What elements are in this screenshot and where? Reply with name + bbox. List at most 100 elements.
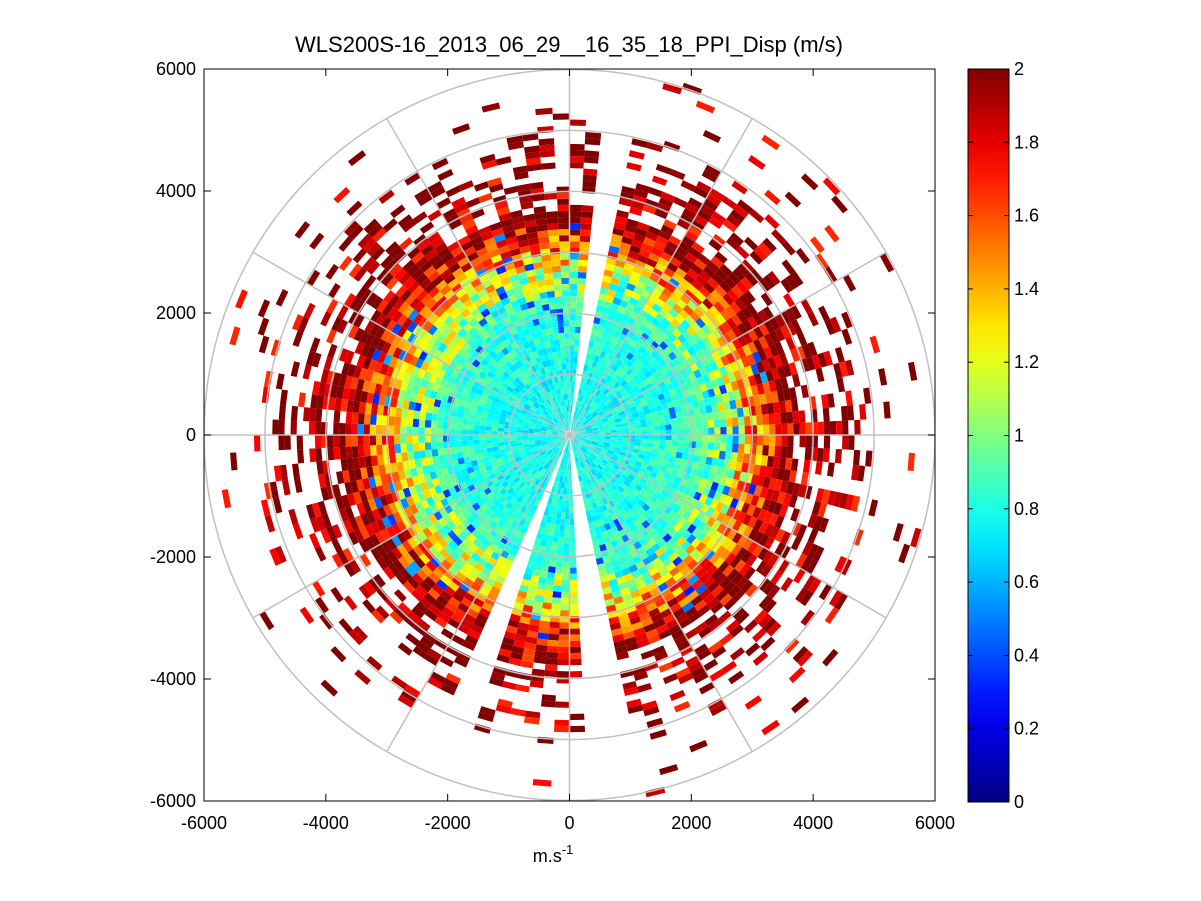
data-cell (618, 369, 626, 378)
data-cell (666, 383, 675, 391)
data-cell (595, 305, 604, 313)
data-cell (716, 483, 725, 494)
data-cell (529, 466, 536, 473)
data-cell (620, 416, 628, 422)
data-cell (505, 464, 513, 471)
data-cell (645, 382, 653, 390)
data-cell (574, 338, 580, 346)
data-cell (603, 424, 611, 428)
data-cell (523, 493, 531, 501)
data-cell (569, 350, 574, 358)
data-cell (798, 410, 806, 423)
data-cell (353, 528, 365, 543)
data-cell (428, 571, 440, 584)
data-cell (634, 423, 641, 429)
data-cell (583, 466, 589, 473)
data-cell (599, 524, 607, 533)
data-cell (509, 547, 518, 557)
data-cell (535, 343, 542, 351)
data-cell (659, 510, 668, 520)
data-cell (485, 426, 492, 431)
data-cell (662, 83, 683, 95)
data-cell (573, 437, 579, 442)
data-cell (379, 494, 389, 507)
data-cell (578, 455, 583, 462)
data-cell (463, 406, 471, 414)
data-cell (475, 336, 485, 346)
data-cell (634, 473, 643, 481)
data-cell (484, 524, 494, 534)
data-cell (340, 398, 349, 412)
data-cell (740, 259, 755, 273)
data-cell (474, 449, 482, 456)
data-cell (772, 401, 781, 414)
data-cell (509, 437, 517, 442)
data-cell (768, 343, 779, 357)
data-cell (333, 435, 340, 448)
data-cell (580, 395, 585, 403)
data-cell (608, 245, 620, 254)
data-cell (668, 277, 680, 289)
data-cell (675, 451, 683, 459)
data-cell (524, 460, 532, 467)
data-cell (508, 357, 517, 365)
data-cell (517, 488, 525, 496)
data-cell (702, 658, 719, 672)
data-cell (695, 583, 708, 596)
data-cell (851, 464, 860, 481)
data-cell (744, 365, 754, 378)
data-cell (601, 386, 608, 394)
data-cell (546, 327, 554, 335)
data-cell (706, 516, 717, 528)
data-cell (380, 254, 394, 269)
data-cell (544, 584, 554, 592)
data-cell (823, 435, 831, 449)
data-cell (597, 442, 604, 446)
data-cell (572, 418, 575, 425)
data-cell (290, 361, 301, 377)
polar-spoke (252, 434, 570, 619)
data-cell (499, 374, 508, 383)
data-cell (441, 467, 449, 477)
data-cell (434, 552, 446, 564)
data-cell (538, 285, 547, 294)
data-cell (411, 606, 425, 619)
data-cell (761, 359, 772, 372)
data-cell (327, 435, 334, 448)
data-cell (500, 412, 507, 418)
data-cell (712, 233, 726, 247)
data-cell (547, 223, 559, 231)
data-cell (593, 467, 600, 474)
data-cell (518, 481, 526, 489)
data-cell (330, 384, 339, 399)
data-cell (491, 442, 499, 448)
data-cell (745, 272, 758, 287)
data-cell (580, 430, 587, 433)
data-cell (339, 446, 347, 460)
data-cell (713, 556, 725, 569)
data-cell (695, 567, 707, 579)
data-cell (572, 427, 578, 432)
data-cell (364, 536, 376, 551)
data-cell (443, 387, 452, 396)
data-cell (654, 515, 664, 525)
data-cell (784, 399, 793, 413)
data-cell (559, 241, 570, 248)
data-cell (790, 536, 803, 551)
data-cell (548, 627, 560, 635)
data-cell (738, 471, 748, 482)
data-cell (562, 475, 566, 483)
data-cell (333, 422, 340, 435)
data-cell (694, 414, 702, 422)
data-cell (388, 453, 397, 464)
data-cell (764, 189, 781, 206)
data-cell (666, 597, 679, 609)
data-cell (510, 422, 518, 427)
data-cell (442, 208, 457, 220)
data-cell (601, 331, 609, 340)
data-cell (652, 371, 661, 380)
data-cell (591, 387, 597, 394)
data-cell (780, 324, 791, 339)
data-cell (392, 511, 403, 523)
data-cell (452, 267, 464, 279)
